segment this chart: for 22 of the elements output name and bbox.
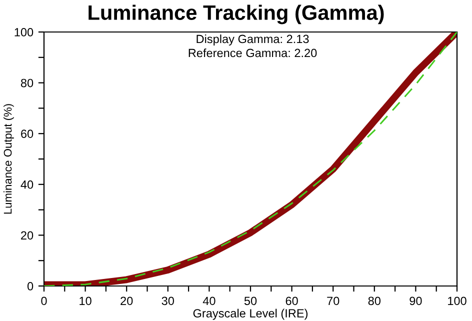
x-tick-label: 30 bbox=[162, 296, 174, 306]
y-tick-label: 60 bbox=[21, 130, 34, 138]
y-tick-label: 0 bbox=[27, 282, 34, 290]
x-tick-label: 70 bbox=[327, 296, 340, 306]
x-axis-title: Grayscale Level (IRE) bbox=[193, 308, 308, 320]
x-tick-label: 10 bbox=[80, 296, 92, 306]
y-tick-label: 100 bbox=[14, 28, 34, 36]
y-tick-label: 40 bbox=[20, 180, 34, 189]
x-tick-label: 90 bbox=[410, 296, 422, 306]
x-tick-label: 60 bbox=[286, 296, 298, 306]
annotation: Display Gamma: 2.13 bbox=[196, 34, 309, 46]
y-tick-label: 20 bbox=[21, 231, 34, 240]
y-tick-label: 80 bbox=[20, 78, 34, 88]
chart-title: Luminance Tracking (Gamma) bbox=[88, 4, 384, 24]
x-tick-label: 50 bbox=[244, 296, 257, 306]
annotation: Reference Gamma: 2.20 bbox=[188, 48, 317, 58]
x-tick-label: 40 bbox=[202, 296, 216, 306]
x-tick-label: 80 bbox=[368, 296, 381, 306]
y-axis-title: Luminance Output (%) bbox=[4, 104, 14, 214]
x-tick-label: 100 bbox=[448, 296, 466, 306]
x-tick-label: 0 bbox=[41, 296, 47, 306]
x-tick-label: 20 bbox=[120, 296, 133, 306]
